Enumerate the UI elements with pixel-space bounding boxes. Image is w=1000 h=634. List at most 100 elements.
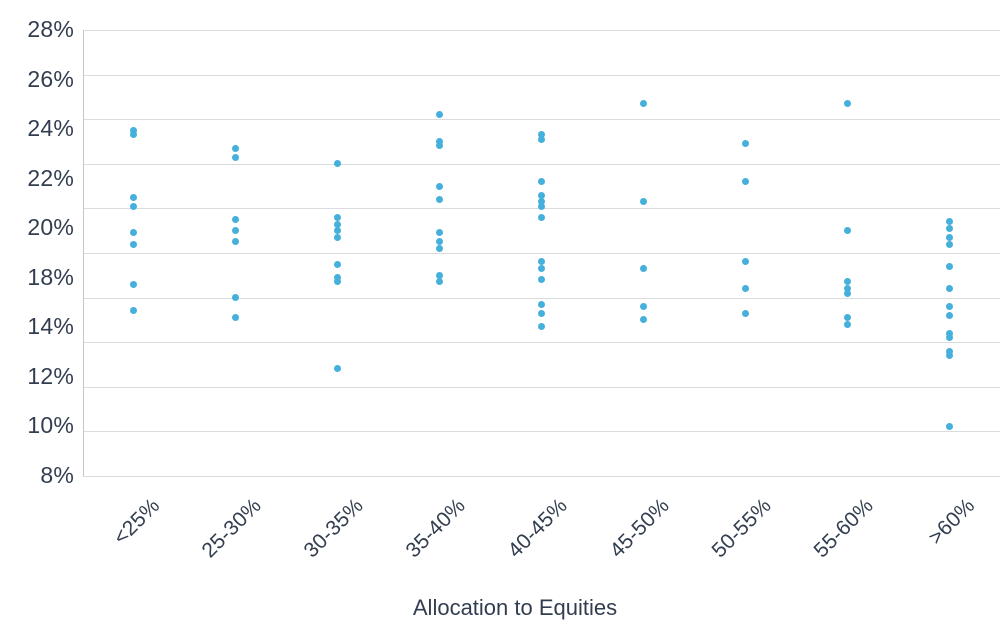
data-point (639, 316, 647, 324)
data-point (232, 314, 240, 322)
y-tick-label: 10% (27, 412, 74, 439)
data-point (945, 311, 953, 319)
x-axis-title: Allocation to Equities (412, 595, 618, 620)
data-point (130, 229, 138, 237)
data-point (436, 278, 444, 286)
data-point (538, 213, 545, 221)
data-point (334, 260, 342, 268)
data-point (639, 100, 647, 108)
data-point (436, 229, 444, 237)
data-point (436, 271, 444, 279)
data-point (843, 289, 851, 297)
data-point (334, 233, 342, 241)
data-point (130, 202, 138, 210)
data-point (130, 131, 138, 139)
data-point (232, 294, 240, 302)
data-point (639, 303, 647, 311)
data-point (436, 245, 444, 253)
data-point (945, 329, 953, 337)
data-point (130, 280, 138, 288)
y-gridline-12 (83, 387, 1000, 388)
data-point (945, 262, 953, 270)
data-point (741, 178, 749, 186)
data-point (538, 265, 545, 273)
data-point (843, 227, 851, 235)
data-point (945, 347, 953, 355)
data-point (436, 238, 444, 246)
y-gridline-10 (83, 431, 1000, 432)
data-point (232, 216, 240, 224)
data-point (741, 140, 749, 148)
data-point (436, 195, 444, 203)
data-point (945, 224, 953, 232)
data-point (334, 278, 342, 286)
y-tick-label: 26% (27, 65, 74, 92)
y-gridline-14 (83, 342, 1000, 343)
data-point (843, 320, 851, 328)
data-point (334, 227, 342, 235)
y-gridline-28 (83, 30, 1000, 31)
data-point (538, 309, 545, 317)
data-point (639, 265, 647, 273)
y-gridline-8 (83, 476, 1000, 477)
data-point (538, 178, 545, 186)
data-point (538, 202, 545, 210)
data-point (436, 138, 444, 145)
data-point (538, 300, 545, 308)
data-point (945, 334, 953, 342)
x-tick-label: 35-40% (401, 494, 470, 563)
y-tick-label: 24% (27, 115, 74, 142)
x-tick-label: <25% (108, 494, 165, 550)
y-tick-label: 12% (27, 362, 74, 389)
data-point (843, 314, 851, 322)
y-axis-line (83, 30, 84, 476)
data-point (945, 423, 953, 431)
y-tick-label: 20% (27, 214, 74, 241)
data-point (538, 258, 545, 266)
y-gridline-18 (83, 253, 1000, 254)
data-point (945, 303, 953, 311)
data-point (538, 198, 545, 206)
data-point (741, 258, 749, 266)
data-point (843, 100, 851, 108)
data-point (232, 227, 240, 235)
y-gridline-26 (83, 75, 1000, 76)
data-point (334, 160, 342, 168)
x-tick-label: 45-50% (605, 494, 674, 563)
data-point (538, 131, 545, 139)
x-tick-label: 55-60% (809, 494, 878, 563)
data-point (538, 323, 545, 331)
data-point (945, 233, 953, 241)
data-point (232, 153, 240, 161)
data-point (741, 309, 749, 317)
y-gridline-16 (83, 298, 1000, 299)
y-gridline-22 (83, 164, 1000, 165)
y-tick-label: 28% (27, 15, 74, 42)
data-point (538, 276, 545, 284)
y-tick-label: 14% (27, 313, 74, 340)
data-point (334, 220, 342, 228)
data-point (436, 182, 444, 190)
data-point (232, 238, 240, 246)
x-tick-label: >60% (924, 494, 980, 550)
data-point (334, 365, 342, 373)
x-tick-label: 25-30% (197, 494, 267, 563)
data-point (130, 240, 138, 248)
y-gridline-24 (83, 119, 1000, 120)
data-point (130, 193, 138, 201)
data-point (130, 307, 138, 315)
y-tick-label: 22% (27, 164, 74, 191)
data-point (232, 144, 240, 152)
x-tick-label: 30-35% (299, 494, 368, 563)
data-point (945, 352, 953, 360)
data-point (334, 213, 342, 221)
data-point (436, 142, 444, 150)
data-point (741, 285, 749, 293)
data-point (639, 198, 647, 206)
data-point (843, 285, 851, 293)
data-point (945, 285, 953, 293)
data-point (843, 278, 851, 286)
data-point (945, 240, 953, 248)
data-point (436, 111, 444, 119)
